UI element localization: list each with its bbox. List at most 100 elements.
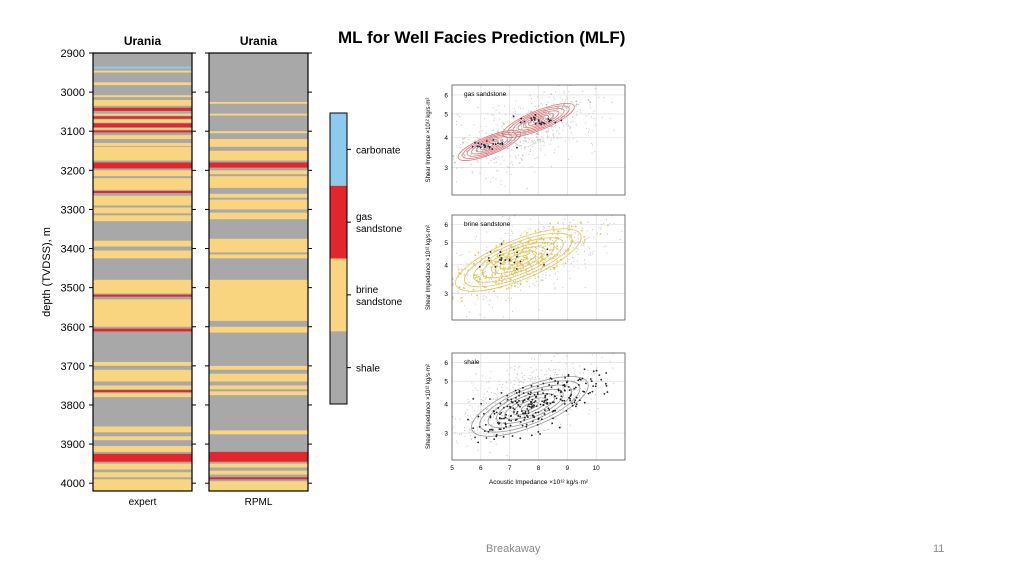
background-point [455,124,457,126]
facies-band-gas-sandstone [93,107,192,111]
facies-band-gas-sandstone [93,162,192,169]
data-point [528,261,530,264]
data-point [527,121,530,124]
data-point [534,396,537,398]
background-point [511,310,514,312]
data-point [535,405,538,408]
data-point [506,147,509,150]
background-point [579,109,582,111]
background-point [542,255,544,257]
data-point [521,131,523,134]
data-point [505,288,508,290]
data-point [542,404,545,406]
data-point [517,399,520,402]
data-point [505,413,507,416]
background-point [445,418,446,419]
depth-tick-label: 3700 [61,361,85,373]
background-point [529,378,531,380]
data-point [569,245,572,247]
background-point [589,254,592,256]
data-point [579,378,582,381]
background-point [590,107,592,109]
background-point [475,387,477,389]
data-point [563,252,566,255]
background-point [470,294,473,296]
data-point [569,395,572,397]
background-point [559,254,561,256]
background-point [554,99,556,101]
background-point [491,427,493,429]
background-point [460,263,462,265]
background-point [536,138,539,141]
data-point [519,421,522,423]
y-tick-label: 4 [444,135,448,142]
data-point [529,243,531,246]
background-point [470,438,472,440]
background-point [576,260,579,262]
data-point [508,249,511,252]
data-point [467,418,469,421]
background-point [552,233,554,235]
facies-band-gas-sandstone [93,123,192,128]
background-point [482,425,484,427]
background-point [502,383,504,385]
background-point [540,423,543,426]
facies-band-brine-sandstone [93,119,192,123]
data-point [582,242,585,245]
background-point [529,144,531,147]
background-point [463,275,465,277]
background-point [598,227,600,229]
data-point [470,152,473,155]
data-point [595,369,598,372]
background-point [541,238,543,240]
background-point [510,367,512,369]
facies-band-brine-sandstone [93,178,192,190]
background-point [540,138,542,140]
data-point [557,389,560,392]
background-point [552,129,554,131]
data-point [517,404,520,406]
data-point-dark [488,145,491,148]
background-point [536,157,538,159]
background-point [534,275,536,277]
facies-band-brine-sandstone [93,446,192,452]
background-point [477,405,480,407]
background-point [467,399,469,401]
y-axis-label: Shear Impedance ×10¹² kg/s·m² [426,364,432,449]
background-point [521,372,523,375]
data-point [493,438,496,441]
legend-label: carbonate [356,145,401,156]
background-point [565,368,567,370]
facies-band-gas-sandstone [93,328,192,332]
background-point [485,433,487,435]
track-xlabel: expert [129,497,157,508]
background-point [579,372,581,374]
data-point [563,383,566,386]
data-point [484,151,487,154]
background-point [506,280,508,282]
background-point [555,239,557,242]
background-point [492,114,494,116]
data-point [446,284,448,286]
data-point-dark [478,145,481,148]
data-point-dark [539,122,542,125]
panel-label: gas sandstone [464,91,507,98]
data-point [540,236,543,239]
data-point [542,382,545,385]
background-point [522,130,524,132]
data-point [452,155,455,158]
background-point [508,373,510,375]
data-point [503,123,505,125]
background-point [489,441,492,443]
data-point [531,265,533,268]
background-point [480,398,482,401]
data-point [512,407,515,410]
data-point-dark [516,251,518,254]
data-point [496,265,498,267]
background-point [563,125,565,127]
background-point [545,130,547,132]
data-point [482,273,484,276]
background-point [591,152,593,154]
data-point [474,436,476,439]
